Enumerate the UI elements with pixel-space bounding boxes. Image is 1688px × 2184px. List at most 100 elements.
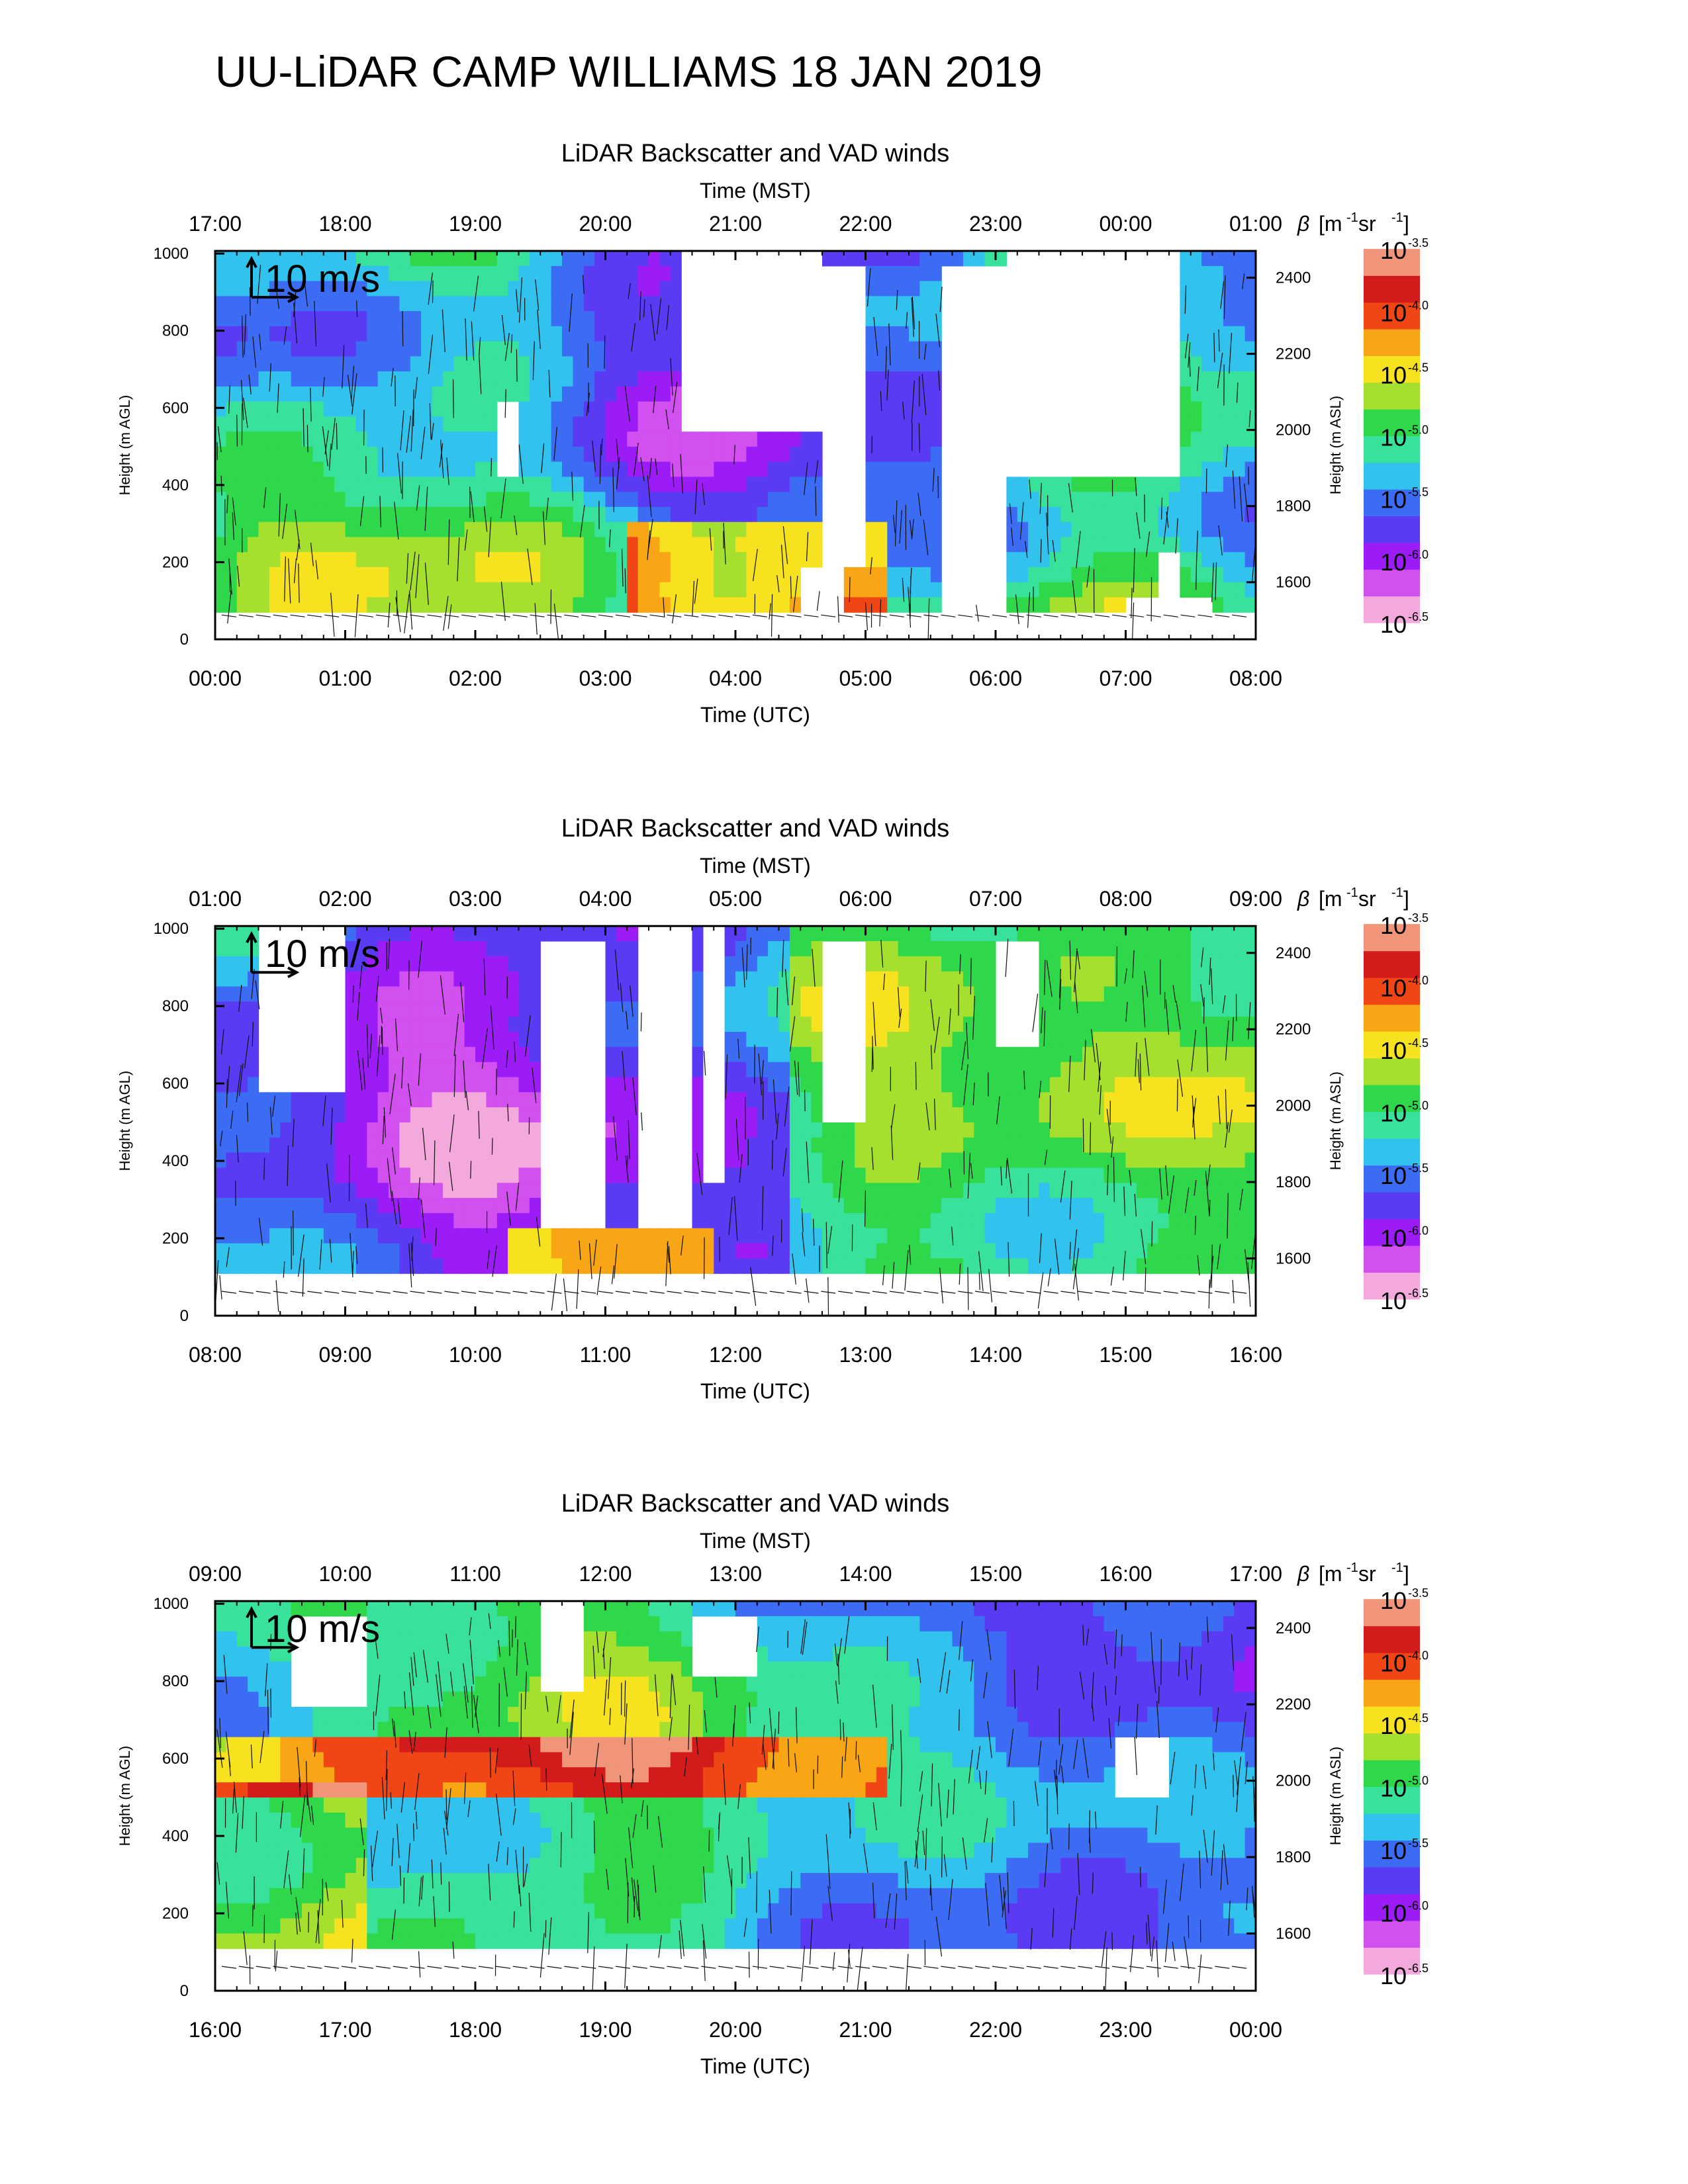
backscatter-heatmap bbox=[215, 251, 1256, 613]
heatmap-cell bbox=[909, 537, 920, 553]
wind-vector bbox=[615, 1291, 630, 1294]
heatmap-cell bbox=[1006, 597, 1018, 613]
heatmap-cell bbox=[562, 251, 573, 267]
heatmap-cell bbox=[573, 265, 585, 282]
heatmap-cell bbox=[865, 1167, 877, 1183]
heatmap-cell bbox=[768, 1001, 780, 1017]
wind-vector bbox=[470, 491, 475, 523]
heatmap-cell bbox=[355, 1183, 367, 1199]
heatmap-cell bbox=[1071, 1228, 1083, 1244]
wind-vector bbox=[1134, 1193, 1137, 1217]
heatmap-cell bbox=[1071, 1077, 1083, 1093]
heatmap-cell bbox=[919, 1212, 931, 1229]
wind-vector bbox=[479, 337, 481, 355]
heatmap-cell bbox=[1180, 1212, 1192, 1229]
heatmap-cell bbox=[389, 1707, 400, 1723]
bottom-tick-label: 12:00 bbox=[709, 1343, 762, 1367]
wind-vector bbox=[892, 1262, 895, 1289]
heatmap-cell bbox=[1190, 926, 1202, 942]
wind-vector bbox=[1201, 947, 1204, 968]
heatmap-cell bbox=[1006, 1167, 1018, 1183]
heatmap-cell bbox=[681, 1258, 693, 1274]
heatmap-cell bbox=[573, 461, 585, 478]
heatmap-cell bbox=[367, 1107, 379, 1123]
heatmap-cell bbox=[269, 1767, 281, 1783]
heatmap-cell bbox=[226, 506, 238, 523]
heatmap-cell bbox=[562, 537, 573, 553]
heatmap-cell bbox=[789, 1092, 801, 1108]
wind-vector bbox=[330, 592, 335, 637]
heatmap-cell bbox=[345, 492, 357, 508]
heatmap-cell bbox=[453, 341, 465, 357]
heatmap-cell bbox=[909, 1062, 920, 1078]
heatmap-cell bbox=[518, 1243, 530, 1259]
heatmap-cell bbox=[746, 1046, 758, 1063]
heatmap-cell bbox=[1212, 1228, 1224, 1244]
heatmap-cell bbox=[269, 552, 281, 568]
heatmap-cell bbox=[410, 432, 422, 447]
heatmap-cell bbox=[1223, 1152, 1235, 1168]
heatmap-cell bbox=[627, 371, 639, 387]
wind-vector bbox=[1019, 502, 1024, 540]
heatmap-cell bbox=[518, 1092, 530, 1108]
heatmap-cell bbox=[215, 1601, 226, 1617]
wind-vector bbox=[379, 496, 381, 527]
heatmap-cell bbox=[269, 582, 281, 598]
heatmap-cell bbox=[984, 1062, 996, 1078]
heatmap-cell bbox=[757, 971, 769, 987]
wind-vector bbox=[904, 1250, 909, 1291]
heatmap-cell bbox=[714, 461, 726, 478]
top-tick-label: 08:00 bbox=[1099, 887, 1152, 911]
heatmap-cell bbox=[355, 1918, 367, 1934]
wind-vector bbox=[1225, 1122, 1229, 1148]
wind-vector bbox=[702, 483, 705, 506]
heatmap-cell bbox=[1244, 1152, 1256, 1168]
heatmap-cell bbox=[323, 265, 335, 282]
heatmap-cell bbox=[1180, 492, 1192, 508]
heatmap-cell bbox=[291, 416, 303, 432]
wind-vector bbox=[888, 323, 891, 366]
heatmap-cell bbox=[952, 941, 964, 957]
heatmap-cell bbox=[757, 941, 769, 957]
heatmap-cell bbox=[1039, 522, 1051, 538]
heatmap-cell bbox=[919, 281, 931, 296]
heatmap-cell bbox=[410, 1032, 422, 1048]
heatmap-cell bbox=[312, 567, 324, 583]
heatmap-cell bbox=[984, 926, 996, 942]
wind-vector bbox=[1090, 1122, 1092, 1156]
wind-vector bbox=[1248, 1002, 1251, 1040]
scale-arrow-icon bbox=[250, 261, 295, 299]
heatmap-cell bbox=[323, 506, 335, 523]
heatmap-cell bbox=[724, 552, 736, 568]
heatmap-cell bbox=[746, 956, 758, 972]
heatmap-cell bbox=[757, 1228, 769, 1244]
heatmap-cell bbox=[865, 1183, 877, 1199]
heatmap-cell bbox=[269, 567, 281, 583]
heatmap-cell bbox=[724, 522, 736, 538]
heatmap-cell bbox=[746, 1062, 758, 1078]
heatmap-cell bbox=[410, 1827, 422, 1843]
heatmap-cell bbox=[562, 1228, 573, 1244]
wind-vector bbox=[855, 1291, 870, 1294]
heatmap-cell bbox=[258, 1782, 270, 1798]
wind-vector bbox=[647, 530, 651, 561]
heatmap-cell bbox=[258, 371, 270, 387]
heatmap-cell bbox=[876, 537, 888, 553]
heatmap-cell bbox=[334, 1903, 346, 1919]
heatmap-cell bbox=[1082, 1046, 1094, 1063]
heatmap-cell bbox=[1017, 477, 1029, 492]
heatmap-cell bbox=[1136, 1122, 1148, 1138]
heatmap-cell bbox=[1169, 1258, 1180, 1274]
heatmap-cell bbox=[605, 582, 617, 598]
heatmap-cell bbox=[789, 1001, 801, 1017]
heatmap-cell bbox=[1017, 926, 1029, 942]
heatmap-cell bbox=[464, 567, 476, 583]
heatmap-cell bbox=[876, 1046, 888, 1063]
heatmap-cell bbox=[367, 986, 379, 1002]
heatmap-cell bbox=[551, 386, 563, 402]
heatmap-cell bbox=[291, 597, 303, 613]
heatmap-cell bbox=[248, 1721, 259, 1738]
wind-vector bbox=[355, 1246, 358, 1264]
heatmap-cell bbox=[1234, 296, 1246, 312]
heatmap-cell bbox=[399, 1062, 411, 1078]
